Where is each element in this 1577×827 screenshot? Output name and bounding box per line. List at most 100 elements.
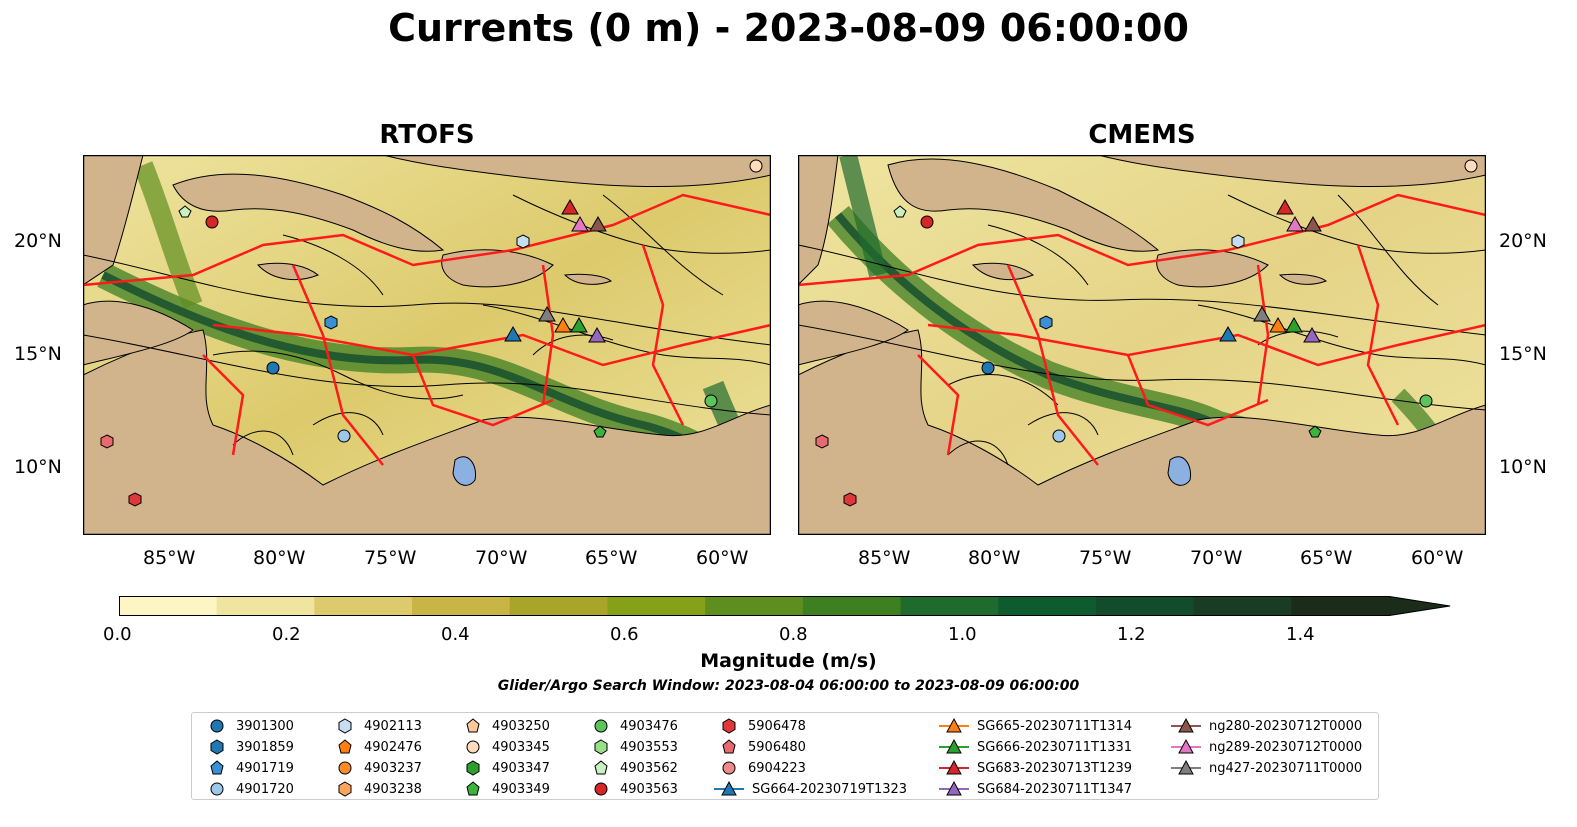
legend-label: SG683-20230713T1239 <box>977 760 1133 776</box>
marker-3901300 <box>981 361 995 375</box>
legend-label: 6904223 <box>748 760 806 776</box>
legend-marker-icon <box>210 719 224 733</box>
map-cmems <box>798 155 1486 535</box>
marker-ng280 <box>1304 215 1322 232</box>
legend-label: 4903250 <box>492 718 550 734</box>
lat-tick: 15°N <box>14 343 62 365</box>
legend-item: 4903238 <box>328 780 422 798</box>
legend-item: SG684-20230711T1347 <box>937 780 1132 798</box>
colorbar-tick: 1.0 <box>948 624 977 645</box>
marker-4903349 <box>1308 425 1322 438</box>
colorbar-extend-arrow <box>1389 596 1451 616</box>
legend-item: 4903345 <box>456 738 550 756</box>
marker-sg664 <box>504 325 522 342</box>
marker-sg684 <box>1303 326 1321 343</box>
map-frame <box>83 155 771 535</box>
legend-marker-icon <box>939 759 969 775</box>
lon-tick: 75°W <box>1079 547 1132 569</box>
legend-label: 4901720 <box>236 781 294 797</box>
marker-4901719 <box>1039 315 1053 330</box>
lon-tick: 65°W <box>1300 547 1353 569</box>
legend-label: 5906478 <box>748 718 806 734</box>
legend-item: SG683-20230713T1239 <box>937 759 1132 777</box>
land-jamaica <box>971 262 1034 281</box>
legend-item: SG666-20230711T1331 <box>937 738 1132 756</box>
lon-tick: 65°W <box>585 547 638 569</box>
legend-marker-icon <box>338 718 352 734</box>
legend-marker-icon <box>714 780 744 796</box>
legend-item: 4903349 <box>456 780 550 798</box>
legend-label: 4902476 <box>364 739 422 755</box>
land-honduras <box>83 300 194 366</box>
colorbar-segment <box>119 596 218 616</box>
land-bahamas-north <box>1097 155 1486 188</box>
colorbar-segment <box>802 596 902 616</box>
legend-label: 4903562 <box>620 760 678 776</box>
lon-tick: 75°W <box>364 547 417 569</box>
land-jamaica <box>256 262 319 281</box>
legend-item: 4903250 <box>456 717 550 735</box>
land-cuba <box>887 158 1160 252</box>
legend-item: ng427-20230711T0000 <box>1169 759 1362 777</box>
colorbar-tick: 1.2 <box>1117 624 1146 645</box>
legend-marker-icon <box>210 782 224 796</box>
lake-maracaibo <box>1167 456 1192 486</box>
land-central-south-america <box>83 329 771 535</box>
colorbar-segment <box>1291 596 1390 616</box>
land-central-south-america <box>798 329 1486 535</box>
legend-item: 4901720 <box>200 780 294 798</box>
colorbar-tick: 0.6 <box>610 624 639 645</box>
marker-4901720 <box>337 429 351 443</box>
colorbar-segment <box>998 596 1097 616</box>
figure-title: Currents (0 m) - 2023-08-09 06:00:00 <box>388 6 1189 50</box>
marker-ng280 <box>589 215 607 232</box>
colorbar-label: Magnitude (m/s) <box>700 650 877 672</box>
legend-label: SG684-20230711T1347 <box>977 781 1133 797</box>
legend-label: ng427-20230711T0000 <box>1209 760 1363 776</box>
legend-marker-icon <box>594 739 608 755</box>
legend-item: 4903237 <box>328 759 422 777</box>
marker-ng289 <box>1286 215 1304 232</box>
current-band-yucatan <box>839 155 887 278</box>
legend-marker-icon <box>338 761 352 775</box>
marker-ng289 <box>571 215 589 232</box>
lat-tick: 10°N <box>1499 456 1547 478</box>
land-puerto-rico <box>1278 273 1328 285</box>
legend-item: 4903563 <box>584 780 678 798</box>
land-bahamas-north <box>382 155 771 188</box>
legend-item: ng280-20230712T0000 <box>1169 717 1362 735</box>
legend-marker-icon <box>466 718 480 733</box>
legend-item: 4903562 <box>584 759 678 777</box>
map-rtofs <box>83 155 771 535</box>
legend-item: 3901859 <box>200 738 294 756</box>
colorbar-tick: 0.4 <box>441 624 470 645</box>
legend-marker-icon <box>722 761 736 775</box>
map-frame <box>798 155 1486 535</box>
legend-marker-icon <box>722 718 736 734</box>
marker-4903563 <box>205 215 219 229</box>
lat-tick: 10°N <box>14 456 62 478</box>
legend-marker-icon <box>1171 759 1201 775</box>
marker-5906478 <box>128 492 142 507</box>
lon-tick: 80°W <box>253 547 306 569</box>
lon-tick: 70°W <box>475 547 528 569</box>
legend-label: SG664-20230719T1323 <box>752 781 908 797</box>
colorbar-segment <box>216 596 315 616</box>
legend-item: 4903347 <box>456 759 550 777</box>
land-yucatan <box>798 155 839 286</box>
legend-label: 4902113 <box>364 718 422 734</box>
marker-sg684 <box>588 326 606 343</box>
marker-sg683 <box>1276 198 1294 215</box>
marker-4901719 <box>324 315 338 330</box>
legend-label: ng289-20230712T0000 <box>1209 739 1363 755</box>
marker-sg665 <box>1269 316 1287 333</box>
legend-label: SG665-20230711T1314 <box>977 718 1133 734</box>
lat-tick: 20°N <box>14 230 62 252</box>
legend-label: 3901300 <box>236 718 294 734</box>
legend-label: 5906480 <box>748 739 806 755</box>
legend-item: 4902113 <box>328 717 422 735</box>
legend-label: 3901859 <box>236 739 294 755</box>
land-hispaniola <box>1156 249 1269 288</box>
lon-tick: 70°W <box>1190 547 1243 569</box>
land-yucatan <box>83 155 144 286</box>
